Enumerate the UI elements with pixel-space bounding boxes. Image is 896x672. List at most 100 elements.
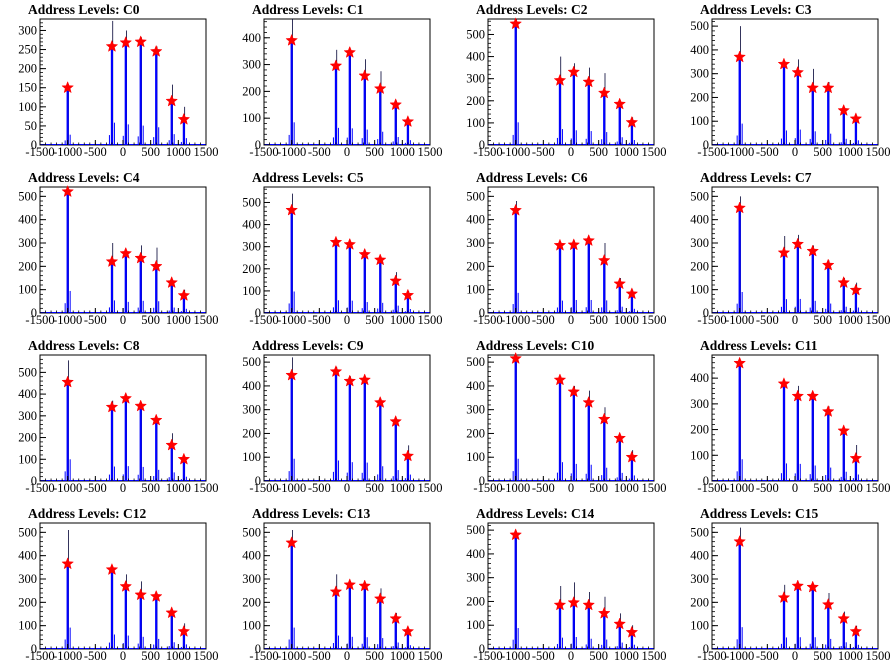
x-tick-label: -1000: [725, 649, 754, 663]
peak-marker: [582, 233, 596, 247]
x-tick-label: 1500: [194, 649, 219, 663]
x-tick-label: -1000: [277, 313, 306, 327]
y-tick-label: 100: [18, 452, 37, 466]
peak-marker: [61, 375, 75, 388]
x-tick-label: 1000: [390, 481, 415, 495]
peak-marker: [177, 624, 191, 637]
x-tick-label: -1500: [473, 481, 502, 495]
x-tick-label: 1500: [642, 649, 667, 663]
y-tick-label: 200: [466, 259, 485, 273]
y-tick-label: 400: [242, 549, 261, 563]
peak-marker: [389, 98, 403, 111]
peak-marker: [837, 424, 851, 437]
x-tick-label: 1000: [166, 481, 191, 495]
x-tick-label: 0: [792, 313, 798, 327]
y-tick-label: 100: [690, 619, 709, 633]
y-tick-label: 100: [242, 111, 261, 125]
peak-marker: [733, 50, 747, 63]
y-tick-label: 200: [690, 90, 709, 104]
x-tick-label: 1500: [866, 481, 891, 495]
x-tick-label: 500: [589, 649, 608, 663]
y-tick-label: 0: [31, 306, 37, 320]
x-tick-label: 1000: [166, 313, 191, 327]
histogram-panel: Address Levels: C30100200300400500-1500-…: [690, 2, 890, 159]
y-tick-label: 150: [18, 81, 37, 95]
x-tick-label: 500: [813, 481, 832, 495]
x-tick-label: -500: [532, 649, 555, 663]
y-tick-label: 100: [690, 114, 709, 128]
x-tick-label: -500: [532, 481, 555, 495]
y-tick-label: 400: [242, 31, 261, 45]
y-tick-label: 100: [242, 284, 261, 298]
peak-marker: [177, 288, 191, 301]
peak-marker: [733, 356, 747, 369]
peak-marker: [509, 203, 523, 216]
y-tick-label: 300: [466, 72, 485, 86]
x-tick-label: 1000: [838, 145, 863, 159]
peak-marker: [777, 57, 791, 70]
peak-marker: [553, 238, 567, 251]
y-tick-label: 200: [466, 594, 485, 608]
peak-marker: [582, 395, 596, 408]
x-tick-label: 0: [568, 481, 574, 495]
panel-title: Address Levels: C13: [252, 506, 371, 521]
peak-marker: [401, 288, 415, 301]
y-tick-label: 200: [242, 595, 261, 609]
peak-marker: [119, 246, 133, 259]
peak-marker: [134, 35, 148, 48]
y-tick-label: 300: [18, 409, 37, 423]
histogram-panel: Address Levels: C11 0 100 200 300 400 -1500-10…: [690, 338, 890, 495]
y-tick-label: 0: [703, 642, 709, 656]
y-tick-label: 300: [242, 58, 261, 72]
x-tick-label: 1000: [390, 145, 415, 159]
peak-marker: [625, 115, 639, 128]
peak-marker: [149, 259, 163, 272]
y-tick-label: 50: [25, 119, 38, 133]
x-tick-label: 0: [120, 649, 126, 663]
peak-marker: [837, 103, 851, 116]
peak-marker: [791, 579, 805, 592]
peak-marker: [791, 65, 805, 78]
y-tick-label: 200: [690, 259, 709, 273]
peak-marker: [373, 592, 387, 605]
peak-marker: [134, 251, 148, 264]
peak-marker: [733, 534, 747, 548]
peak-marker: [134, 588, 148, 601]
peak-marker: [613, 617, 627, 630]
plot-frame: [711, 18, 879, 146]
x-tick-label: -1500: [25, 145, 54, 159]
peak-marker: [849, 624, 863, 637]
x-tick-label: -1500: [249, 649, 278, 663]
y-tick-label: 0: [479, 306, 485, 320]
y-tick-label: 300: [242, 572, 261, 586]
x-tick-label: 0: [120, 481, 126, 495]
y-tick-label: 400: [18, 387, 37, 401]
y-tick-label: 300: [18, 23, 37, 37]
y-tick-label: 0: [479, 474, 485, 488]
x-tick-label: -1500: [25, 481, 54, 495]
y-tick-label: 200: [18, 595, 37, 609]
y-tick-label: 300: [466, 236, 485, 250]
x-tick-label: -500: [756, 481, 779, 495]
histogram-panel: Address Levels: C90100200300400500-1500-…: [242, 338, 442, 495]
x-tick-label: 1500: [642, 481, 667, 495]
histogram-panel: Address Levels: C60100200300400500-1500-…: [466, 170, 666, 327]
plot-frame: [487, 354, 655, 482]
panel-title: Address Levels: C2: [476, 2, 588, 17]
peak-marker: [733, 201, 747, 214]
x-tick-label: 500: [365, 481, 384, 495]
peak-marker: [806, 389, 820, 402]
x-tick-label: 0: [792, 649, 798, 663]
y-tick-label: 200: [242, 84, 261, 98]
panel-title: Address Levels: C15: [700, 506, 819, 521]
peak-marker: [61, 184, 75, 198]
panel-title: Address Levels: C3: [700, 2, 812, 17]
x-tick-label: -1500: [697, 145, 726, 159]
y-tick-label: 500: [18, 525, 37, 539]
x-tick-label: 500: [365, 313, 384, 327]
histogram-panel: Address Levels: C13 0 100 200 300 400 500 -1500…: [242, 506, 442, 663]
x-tick-label: -1500: [249, 313, 278, 327]
peak-marker: [509, 351, 523, 364]
x-tick-label: -1000: [277, 481, 306, 495]
